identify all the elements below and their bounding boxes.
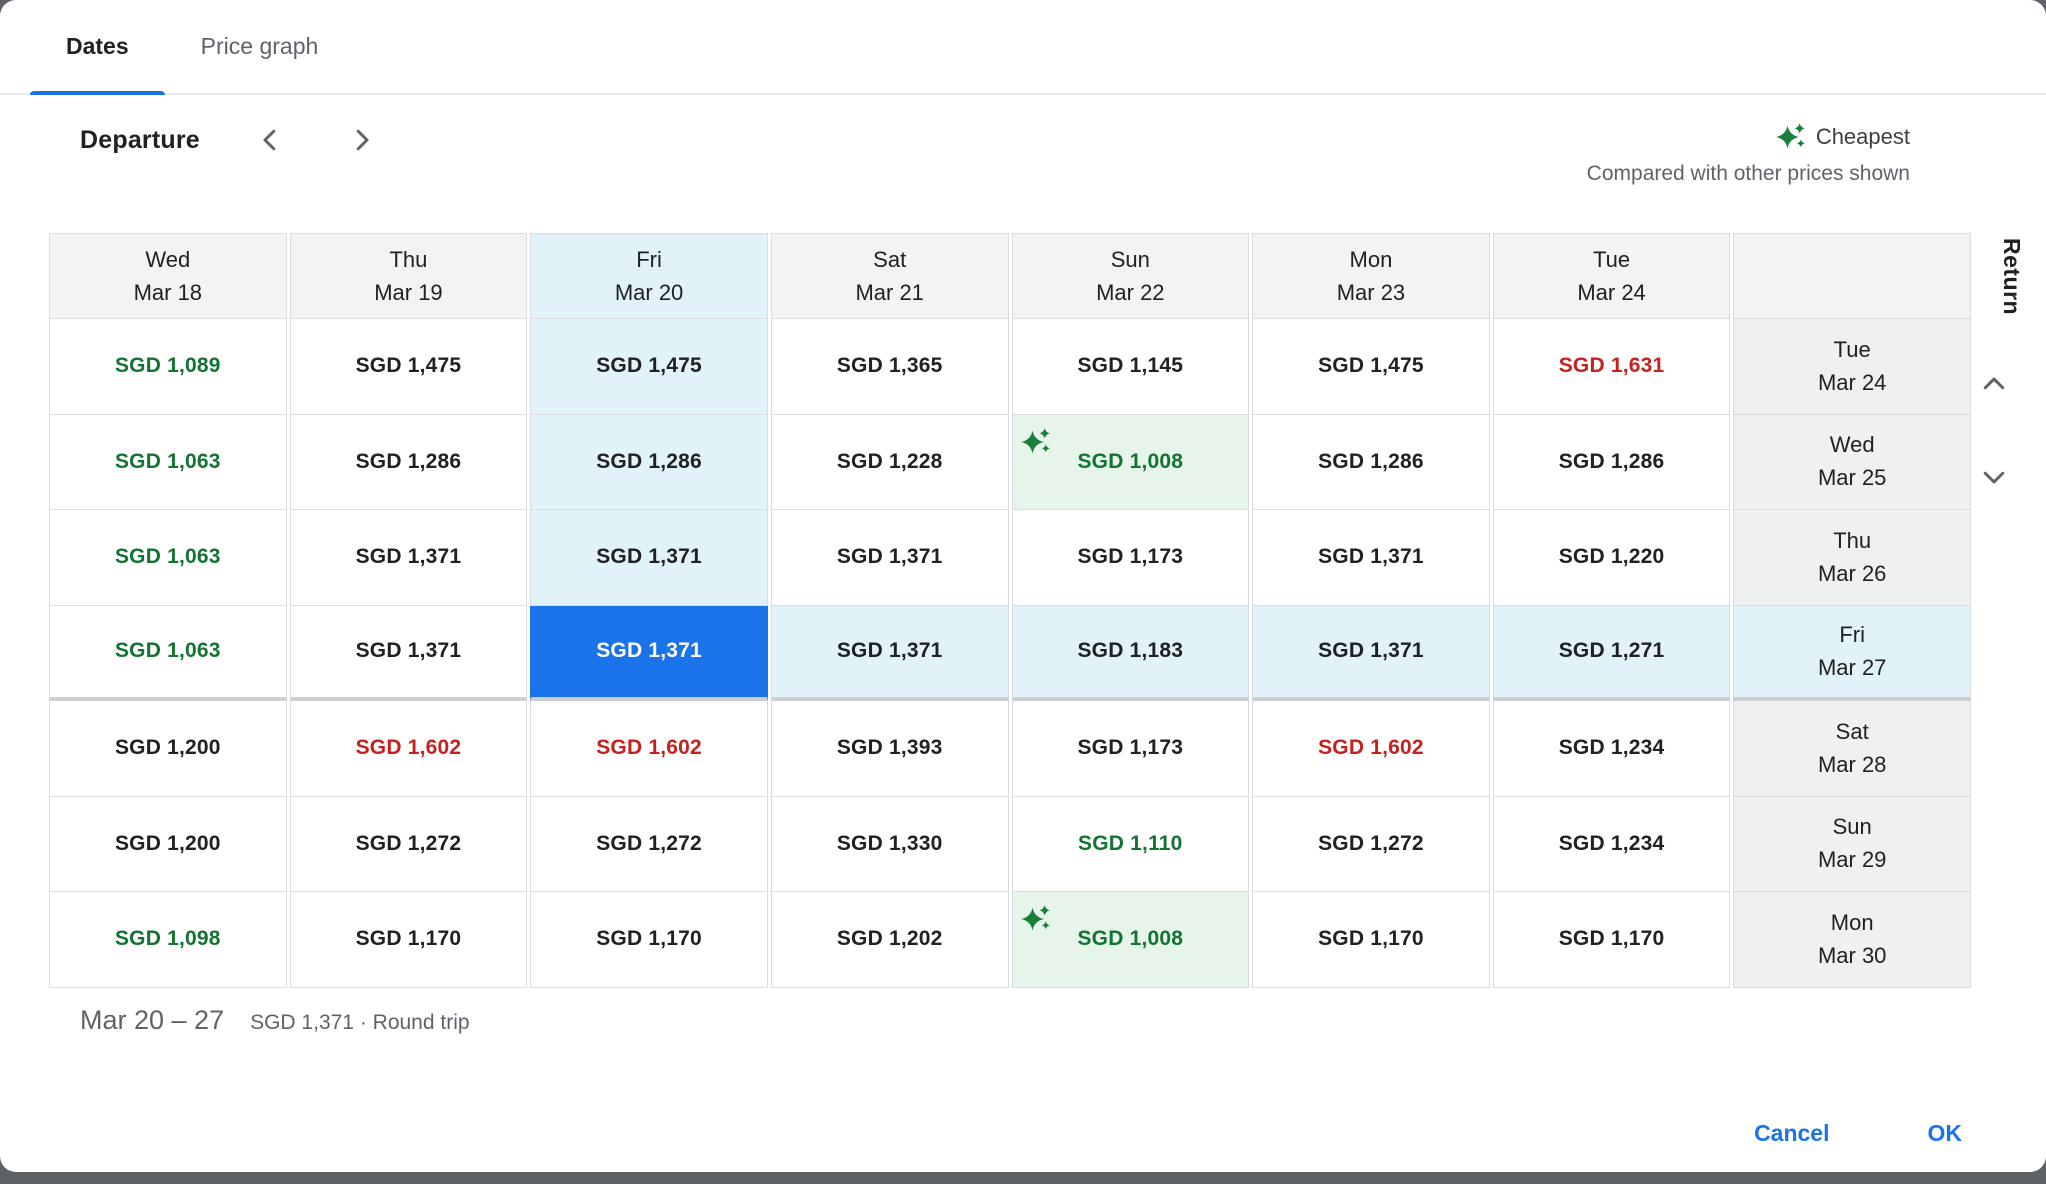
return-scroll-up-button[interactable] bbox=[1972, 362, 2016, 406]
return-day-label[interactable]: Fri Mar 27 bbox=[1733, 605, 1971, 701]
price-cell[interactable]: SGD 1,234 bbox=[1492, 796, 1731, 892]
price-cell[interactable]: SGD 1,220 bbox=[1492, 510, 1731, 606]
price-cell[interactable]: SGD 1,371 bbox=[1252, 605, 1490, 701]
price-cell[interactable]: SGD 1,272 bbox=[289, 796, 528, 892]
price-cell[interactable]: SGD 1,228 bbox=[770, 414, 1009, 510]
ok-button[interactable]: OK bbox=[1902, 1108, 1989, 1159]
chevron-up-icon bbox=[1983, 377, 2005, 390]
price-cell[interactable]: SGD 1,286 bbox=[1492, 414, 1731, 510]
departure-label: Departure bbox=[80, 125, 200, 154]
price-cell[interactable]: SGD 1,475 bbox=[530, 319, 768, 415]
price-cell[interactable]: SGD 1,272 bbox=[1252, 796, 1490, 892]
price-cell[interactable]: SGD 1,170 bbox=[1492, 892, 1731, 988]
cheapest-sparkle-icon bbox=[1775, 123, 1805, 149]
return-scroll-down-button[interactable] bbox=[1972, 455, 2016, 499]
price-cell[interactable]: SGD 1,063 bbox=[49, 414, 287, 510]
chevron-left-icon bbox=[263, 129, 276, 151]
price-cell[interactable]: SGD 1,393 bbox=[770, 701, 1009, 797]
tab-price-graph-label: Price graph bbox=[200, 33, 319, 59]
cheapest-label: Cheapest bbox=[1815, 124, 1910, 149]
price-cell[interactable]: SGD 1,110 bbox=[1011, 796, 1250, 892]
price-cell[interactable]: SGD 1,475 bbox=[289, 319, 528, 415]
departure-day-header[interactable]: Sat Mar 21 bbox=[770, 233, 1009, 319]
return-day-label[interactable]: Sat Mar 28 bbox=[1733, 701, 1971, 797]
departure-day-header[interactable]: Sun Mar 22 bbox=[1011, 233, 1250, 319]
price-cell[interactable]: SGD 1,173 bbox=[1011, 701, 1250, 797]
price-cell[interactable]: SGD 1,475 bbox=[1252, 319, 1490, 415]
cheapest-sparkle-icon bbox=[1020, 905, 1050, 931]
price-cell[interactable]: SGD 1,008 bbox=[1011, 892, 1250, 988]
selected-price-cell[interactable]: SGD 1,371 bbox=[530, 605, 768, 701]
return-column-header bbox=[1733, 233, 1971, 319]
price-cell[interactable]: SGD 1,200 bbox=[49, 796, 287, 892]
departure-day-header[interactable]: Tue Mar 24 bbox=[1492, 233, 1731, 319]
price-cell[interactable]: SGD 1,602 bbox=[289, 701, 528, 797]
price-cell[interactable]: SGD 1,271 bbox=[1492, 605, 1731, 701]
price-cell[interactable]: SGD 1,173 bbox=[1011, 510, 1250, 606]
tab-bar: Dates Price graph bbox=[0, 0, 2046, 95]
price-cell[interactable]: SGD 1,365 bbox=[770, 319, 1009, 415]
selection-summary: Mar 20 – 27 SGD 1,371 · Round trip bbox=[80, 1005, 470, 1036]
return-day-label[interactable]: Sun Mar 29 bbox=[1733, 796, 1971, 892]
price-cell[interactable]: SGD 1,170 bbox=[1252, 892, 1490, 988]
price-cell[interactable]: SGD 1,089 bbox=[49, 319, 287, 415]
departure-day-header[interactable]: Thu Mar 19 bbox=[289, 233, 528, 319]
return-day-label[interactable]: Thu Mar 26 bbox=[1733, 510, 1971, 606]
price-cell[interactable]: SGD 1,371 bbox=[770, 605, 1009, 701]
return-day-label[interactable]: Tue Mar 24 bbox=[1733, 319, 1971, 415]
price-cell[interactable]: SGD 1,170 bbox=[530, 892, 768, 988]
price-cell[interactable]: SGD 1,098 bbox=[49, 892, 287, 988]
legend-subtitle: Compared with other prices shown bbox=[1586, 162, 1910, 185]
next-dates-button[interactable] bbox=[340, 118, 384, 162]
price-cell[interactable]: SGD 1,371 bbox=[289, 605, 528, 701]
tab-dates[interactable]: Dates bbox=[30, 0, 165, 95]
departure-day-header[interactable]: Mon Mar 23 bbox=[1252, 233, 1490, 319]
chevron-right-icon bbox=[356, 129, 369, 151]
chevron-down-icon bbox=[1983, 471, 2005, 484]
price-cell[interactable]: SGD 1,202 bbox=[770, 892, 1009, 988]
return-day-label[interactable]: Mon Mar 30 bbox=[1733, 892, 1971, 988]
departure-day-header[interactable]: Fri Mar 20 bbox=[530, 233, 768, 319]
price-cell[interactable]: SGD 1,371 bbox=[530, 510, 768, 606]
price-cell[interactable]: SGD 1,063 bbox=[49, 605, 287, 701]
price-cell[interactable]: SGD 1,631 bbox=[1492, 319, 1731, 415]
dialog-actions: Cancel OK bbox=[1728, 1108, 1988, 1159]
price-cell[interactable]: SGD 1,200 bbox=[49, 701, 287, 797]
price-cell[interactable]: SGD 1,008 bbox=[1011, 414, 1250, 510]
return-axis-label: Return bbox=[1999, 238, 2025, 316]
cheapest-sparkle-icon bbox=[1020, 427, 1050, 454]
price-cell[interactable]: SGD 1,234 bbox=[1492, 701, 1731, 797]
previous-dates-button[interactable] bbox=[248, 118, 292, 162]
tab-price-graph[interactable]: Price graph bbox=[165, 0, 355, 93]
price-cell[interactable]: SGD 1,272 bbox=[530, 796, 768, 892]
price-cell[interactable]: SGD 1,183 bbox=[1011, 605, 1250, 701]
price-cell[interactable]: SGD 1,371 bbox=[289, 510, 528, 606]
price-cell[interactable]: SGD 1,602 bbox=[1252, 701, 1490, 797]
price-cell[interactable]: SGD 1,371 bbox=[1252, 510, 1490, 606]
selected-price-note: SGD 1,371 · Round trip bbox=[250, 1011, 470, 1034]
price-cell[interactable]: SGD 1,170 bbox=[289, 892, 528, 988]
price-cell[interactable]: SGD 1,145 bbox=[1011, 319, 1250, 415]
price-cell[interactable]: SGD 1,286 bbox=[530, 414, 768, 510]
price-cell[interactable]: SGD 1,330 bbox=[770, 796, 1009, 892]
price-cell[interactable]: SGD 1,602 bbox=[530, 701, 768, 797]
tab-dates-label: Dates bbox=[66, 33, 129, 59]
price-cell[interactable]: SGD 1,371 bbox=[770, 510, 1009, 606]
cheapest-legend: Cheapest Compared with other prices show… bbox=[1587, 122, 1910, 186]
price-cell[interactable]: SGD 1,063 bbox=[49, 510, 287, 606]
return-day-label[interactable]: Wed Mar 25 bbox=[1733, 414, 1971, 510]
departure-day-header[interactable]: Wed Mar 18 bbox=[49, 233, 287, 319]
price-cell[interactable]: SGD 1,286 bbox=[289, 414, 528, 510]
price-grid: Wed Mar 18 Thu Mar 19 Fri Mar 20 Sat Mar 21 Sun M… bbox=[49, 233, 1971, 988]
departure-controls: Departure bbox=[80, 118, 384, 162]
selected-date-range: Mar 20 – 27 bbox=[80, 1005, 225, 1035]
price-cell[interactable]: SGD 1,286 bbox=[1252, 414, 1490, 510]
cancel-button[interactable]: Cancel bbox=[1728, 1108, 1855, 1159]
